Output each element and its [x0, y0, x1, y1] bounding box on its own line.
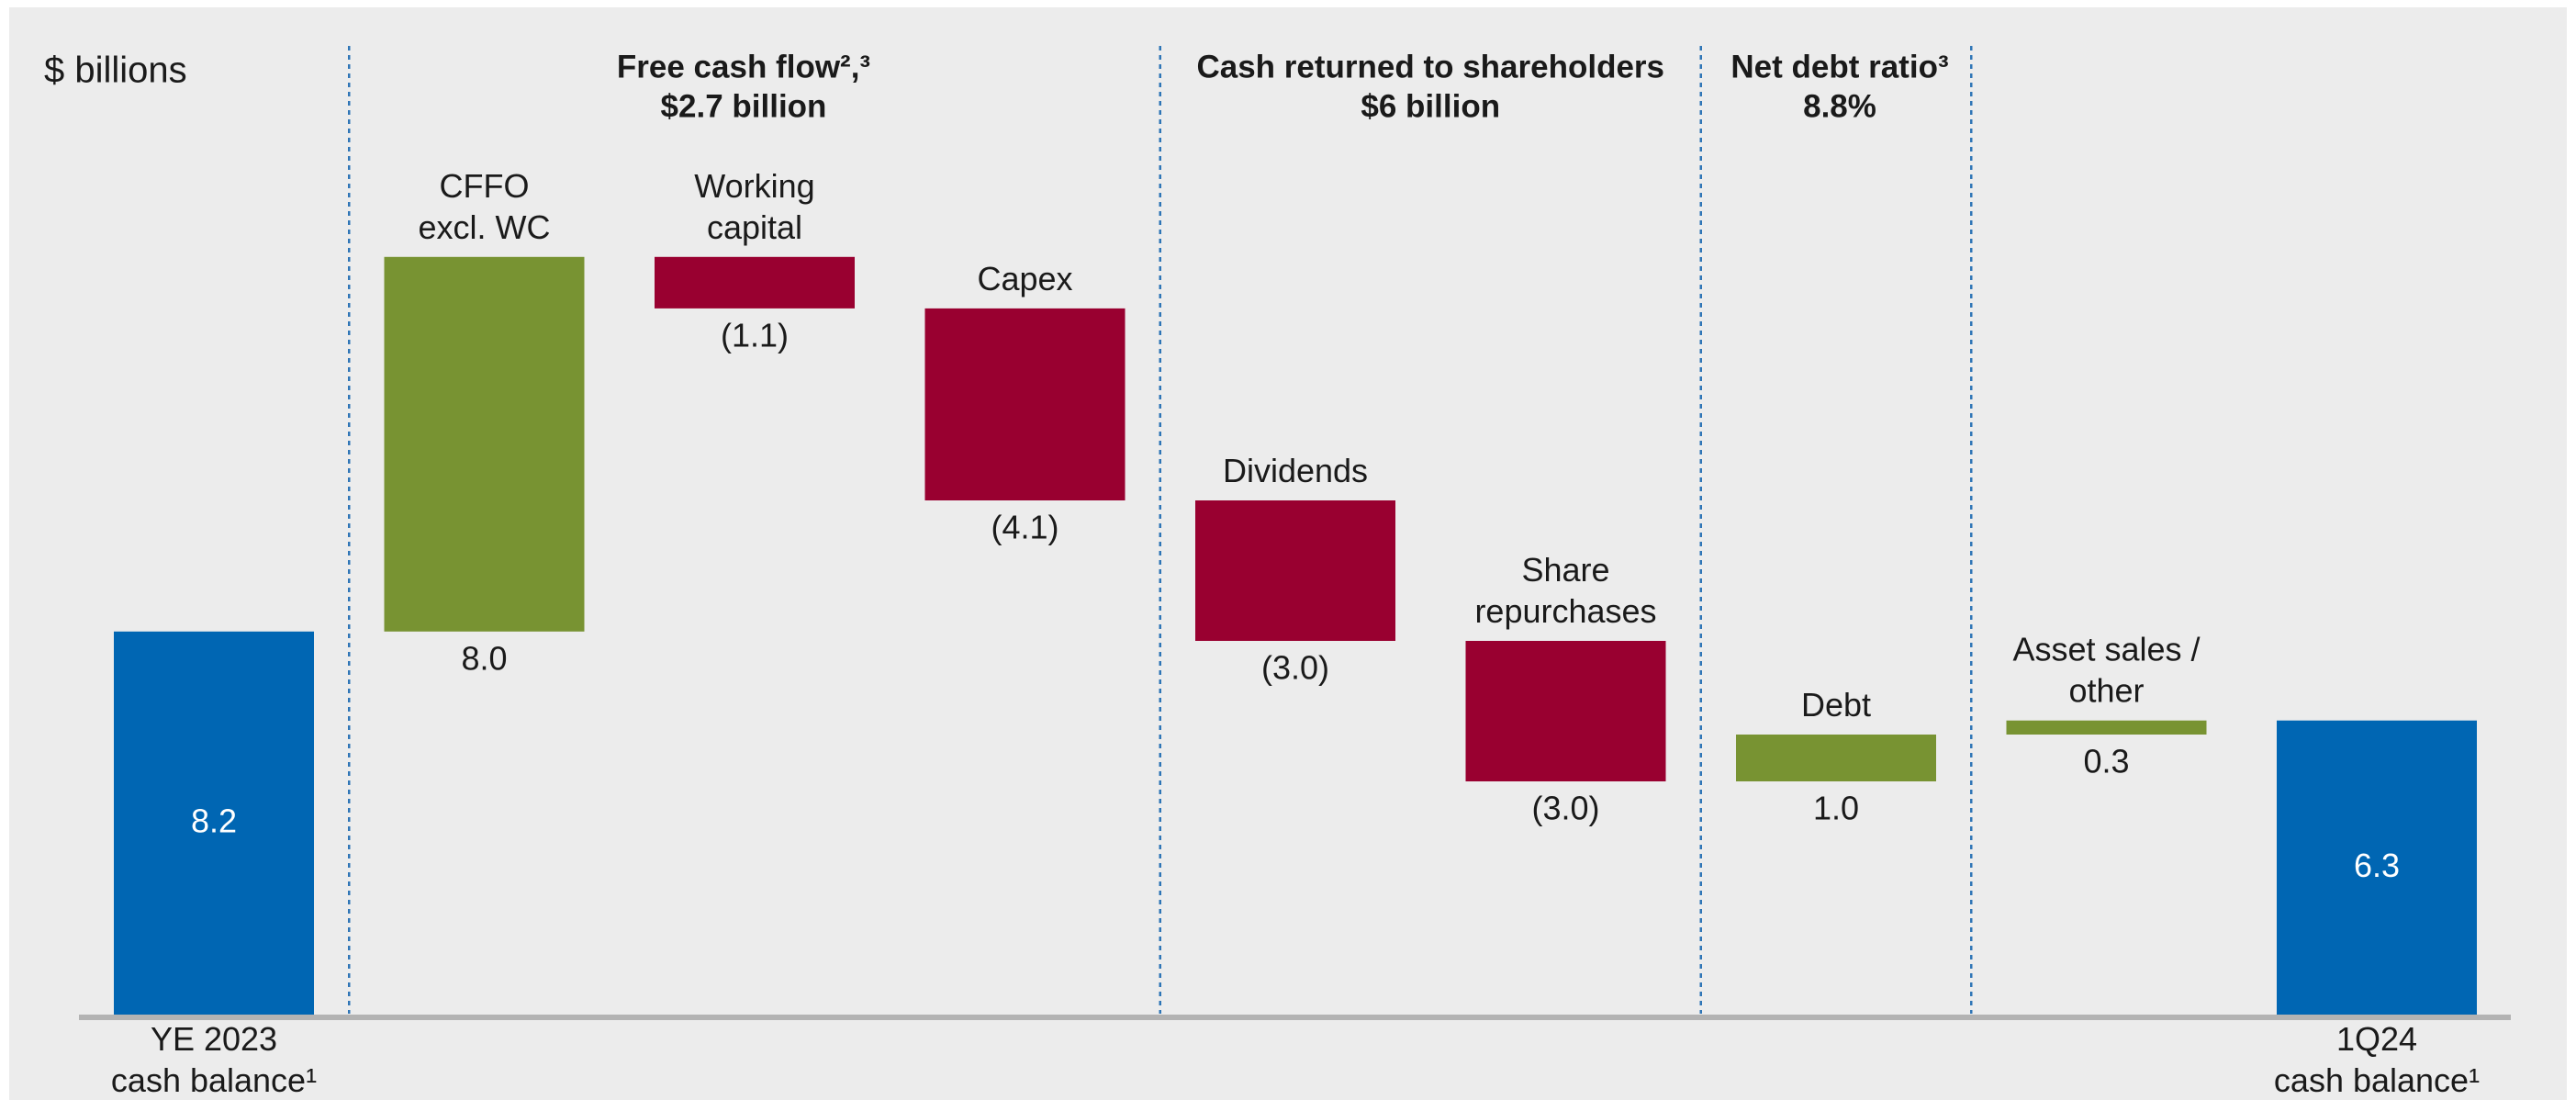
bar: [384, 256, 585, 632]
value-label: 8.2: [191, 802, 237, 839]
group-header: Cash returned to shareholders: [1196, 49, 1664, 84]
category-label: Capex: [977, 259, 1072, 297]
group-header: $6 billion: [1361, 88, 1500, 124]
category-label: Dividends: [1223, 452, 1368, 489]
bar: [2006, 720, 2207, 735]
unit-label: $ billions: [44, 50, 187, 91]
group-header: Free cash flow²,³: [617, 49, 870, 84]
category-label: YE 2023 cash balance¹: [111, 1020, 317, 1099]
group-header: $2.7 billion: [661, 88, 827, 124]
value-label: (1.1): [721, 316, 789, 354]
category-label: Debt: [1801, 686, 1871, 724]
value-label: 0.3: [2083, 743, 2129, 780]
category-label: 1Q24 cash balance¹: [2274, 1020, 2480, 1099]
value-label: 6.3: [2354, 847, 2400, 884]
value-label: 8.0: [461, 639, 507, 677]
bar: [1195, 500, 1395, 641]
category-label: Share repurchases: [1474, 551, 1656, 630]
bar: [1465, 641, 1666, 781]
category-label: Working capital: [694, 166, 814, 245]
value-label: 1.0: [1813, 790, 1859, 827]
bar: [114, 631, 314, 1016]
bar: [655, 256, 855, 309]
category-label: Asset sales / other: [2012, 630, 2200, 709]
group-header: Net debt ratio³: [1730, 49, 1948, 84]
bar: [924, 308, 1126, 500]
value-label: (4.1): [991, 509, 1058, 546]
bar: [1736, 735, 1936, 781]
category-label: CFFO excl. WC: [419, 166, 551, 245]
value-label: (3.0): [1261, 649, 1329, 687]
group-header: 8.8%: [1803, 88, 1876, 124]
bar: [2277, 720, 2477, 1016]
value-label: (3.0): [1531, 790, 1599, 827]
